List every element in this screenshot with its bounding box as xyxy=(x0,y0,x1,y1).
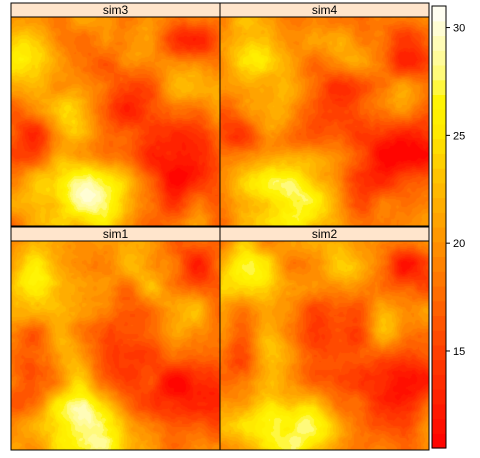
colorbar-band xyxy=(432,389,446,404)
colorbar-band xyxy=(432,360,446,375)
colorbar-band xyxy=(432,65,446,80)
colorbar-band xyxy=(432,301,446,316)
colorbar-band xyxy=(432,124,446,139)
panel-sim3: sim3 xyxy=(11,3,220,226)
colorbar-band xyxy=(432,256,446,271)
colorbar-band xyxy=(432,419,446,434)
colorbar-tick-label: 15 xyxy=(453,346,465,358)
panel-sim4: sim4 xyxy=(220,3,429,226)
colorbar-band xyxy=(432,50,446,65)
colorbar-band xyxy=(432,139,446,154)
colorbar-band xyxy=(432,242,446,257)
colorbar-band xyxy=(432,286,446,301)
strip-label-sim3: sim3 xyxy=(103,3,129,17)
field-sim1 xyxy=(11,241,220,450)
colorbar-band xyxy=(432,168,446,183)
colorbar-band xyxy=(432,374,446,389)
field-sim2 xyxy=(220,241,429,450)
colorbar: 15 20 25 30 xyxy=(432,6,465,449)
colorbar-band xyxy=(432,21,446,36)
colorbar-band xyxy=(432,212,446,227)
field-sim4 xyxy=(220,17,429,226)
colorbar-tick-label: 20 xyxy=(453,238,465,250)
colorbar-band xyxy=(432,6,446,21)
colorbar-tick-label: 30 xyxy=(453,23,465,35)
colorbar-band xyxy=(432,109,446,124)
colorbar-band xyxy=(432,227,446,242)
colorbar-band xyxy=(432,153,446,168)
panel-sim2: sim2 xyxy=(220,227,429,450)
colorbar-band xyxy=(432,198,446,213)
colorbar-tick-label: 25 xyxy=(453,130,465,142)
colorbar-band xyxy=(432,271,446,286)
colorbar-band xyxy=(432,330,446,345)
colorbar-band xyxy=(432,80,446,95)
panel-sim1: sim1 xyxy=(11,227,220,450)
colorbar-band xyxy=(432,404,446,419)
colorbar-band xyxy=(432,183,446,198)
colorbar-band xyxy=(432,315,446,330)
colorbar-band xyxy=(432,35,446,50)
panels: sim3 sim4 sim1 sim2 xyxy=(11,3,429,450)
colorbar-band xyxy=(432,94,446,109)
strip-label-sim1: sim1 xyxy=(103,227,129,241)
field-sim3 xyxy=(11,17,220,226)
strip-label-sim2: sim2 xyxy=(312,227,338,241)
colorbar-band xyxy=(432,345,446,360)
strip-label-sim4: sim4 xyxy=(312,3,338,17)
colorbar-band xyxy=(432,433,446,448)
